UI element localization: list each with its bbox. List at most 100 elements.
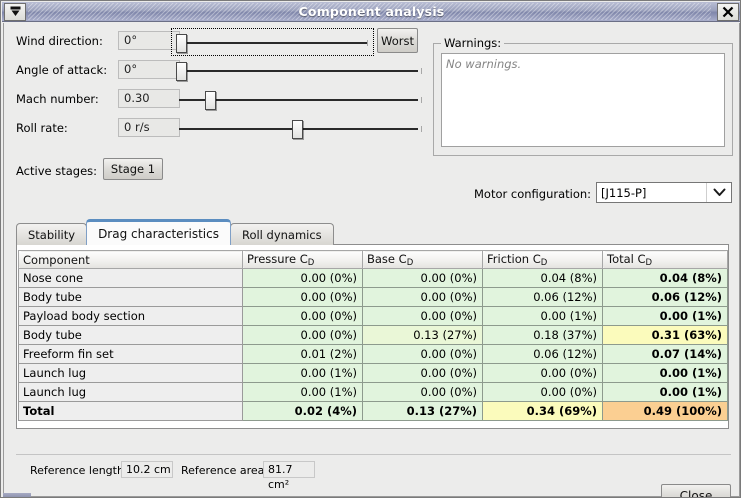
column-header-friction-cd[interactable]: Friction CD xyxy=(482,250,603,269)
cell-pressure-cd: 0.02 (4%) xyxy=(242,401,363,421)
cell-base-cd: 0.00 (0%) xyxy=(362,287,483,307)
angle-of-attack-value: 0° xyxy=(118,60,180,79)
roll-rate-value: 0 r/s xyxy=(118,118,180,137)
cell-base-cd: 0.00 (0%) xyxy=(362,363,483,383)
cell-component-name: Launch lug xyxy=(18,363,243,383)
cell-pressure-cd: 0.00 (0%) xyxy=(242,268,363,288)
column-header-text: Base C xyxy=(367,251,407,266)
column-header-text: Friction C xyxy=(487,251,541,266)
roll-rate-slider[interactable] xyxy=(174,115,422,143)
tab-drag-characteristics[interactable]: Drag characteristics xyxy=(86,219,231,245)
column-header-base-cd[interactable]: Base CD xyxy=(362,250,483,269)
cell-base-cd: 0.00 (0%) xyxy=(362,344,483,364)
close-glyph xyxy=(722,6,734,17)
cell-pressure-cd: 0.00 (0%) xyxy=(242,287,363,307)
resize-corner[interactable] xyxy=(3,493,31,497)
table-row[interactable]: Body tube 0.00 (0%) 0.13 (27%) 0.18 (37%) 0.… xyxy=(18,325,728,345)
table-row[interactable]: Launch lug 0.00 (1%) 0.00 (0%) 0.00 (0%) 0.0… xyxy=(18,363,728,383)
warnings-legend: Warnings: xyxy=(441,36,505,50)
column-header-text: Pressure C xyxy=(247,251,308,266)
stage-1-button[interactable]: Stage 1 xyxy=(103,158,163,180)
cell-total-cd: 0.06 (12%) xyxy=(602,287,728,307)
table-row[interactable]: Freeform fin set 0.01 (2%) 0.00 (0%) 0.06 (… xyxy=(18,344,728,364)
cell-total-cd: 0.00 (1%) xyxy=(602,382,728,402)
slider-track xyxy=(179,99,418,101)
cell-component-name: Body tube xyxy=(18,287,243,307)
table-row[interactable]: Launch lug 0.00 (1%) 0.00 (0%) 0.00 (0%) 0.0… xyxy=(18,382,728,402)
cell-component-name: Total xyxy=(18,401,243,421)
close-icon[interactable] xyxy=(717,2,739,21)
table-row[interactable]: Total 0.02 (4%) 0.13 (27%) 0.34 (69%) 0.49 (… xyxy=(18,401,728,421)
reference-area-label: Reference area: xyxy=(181,464,269,477)
motor-configuration-select[interactable]: [J115-P] xyxy=(596,182,732,203)
cell-component-name: Launch lug xyxy=(18,382,243,402)
tab-roll-dynamics[interactable]: Roll dynamics xyxy=(229,223,334,245)
column-header-sub: D xyxy=(540,257,548,268)
table-header: Component Pressure CD Base CD Friction C… xyxy=(18,250,728,269)
cell-pressure-cd: 0.00 (1%) xyxy=(242,382,363,402)
motor-configuration-value: [J115-P] xyxy=(601,185,647,200)
table-row[interactable]: Body tube 0.00 (0%) 0.00 (0%) 0.06 (12%) 0.0… xyxy=(18,287,728,307)
slider-endcap xyxy=(367,40,368,46)
drag-characteristics-table: Component Pressure CD Base CD Friction C… xyxy=(18,250,728,421)
mach-number-value: 0.30 xyxy=(118,89,180,108)
cell-base-cd: 0.13 (27%) xyxy=(362,325,483,345)
column-header-pressure-cd[interactable]: Pressure CD xyxy=(242,250,363,269)
cell-friction-cd: 0.04 (8%) xyxy=(482,268,603,288)
cell-total-cd: 0.49 (100%) xyxy=(602,401,728,421)
cell-component-name: Body tube xyxy=(18,325,243,345)
window-menu-glyph xyxy=(10,6,20,16)
cell-base-cd: 0.00 (0%) xyxy=(362,306,483,326)
cell-component-name: Nose cone xyxy=(18,268,243,288)
cell-total-cd: 0.00 (1%) xyxy=(602,363,728,383)
reference-length-value: 10.2 cm xyxy=(121,461,173,478)
chevron-down-icon[interactable] xyxy=(706,183,731,202)
warnings-text: No warnings. xyxy=(446,57,522,71)
wind-direction-value: 0° xyxy=(118,31,180,50)
wind-direction-label: Wind direction: xyxy=(16,34,103,48)
slider-track xyxy=(178,42,367,44)
drag-table-container: Component Pressure CD Base CD Friction C… xyxy=(18,250,728,421)
table-row[interactable]: Nose cone 0.00 (0%) 0.00 (0%) 0.04 (8%) 0.04… xyxy=(18,268,728,288)
wind-direction-slider[interactable] xyxy=(171,28,374,56)
title-bar[interactable]: Component analysis xyxy=(2,2,740,22)
cell-friction-cd: 0.00 (0%) xyxy=(482,382,603,402)
cell-pressure-cd: 0.00 (1%) xyxy=(242,363,363,383)
tab-stability[interactable]: Stability xyxy=(16,223,88,245)
cell-friction-cd: 0.00 (1%) xyxy=(482,306,603,326)
table-header-row: Component Pressure CD Base CD Friction C… xyxy=(18,250,728,269)
column-header-component[interactable]: Component xyxy=(18,250,243,269)
slider-endcap xyxy=(421,97,422,103)
slider-endcap xyxy=(421,126,422,132)
window-menu-icon[interactable] xyxy=(4,2,26,21)
slider-knob[interactable] xyxy=(292,120,303,139)
cell-base-cd: 0.00 (0%) xyxy=(362,382,483,402)
window-title: Component analysis xyxy=(298,4,445,19)
cell-total-cd: 0.31 (63%) xyxy=(602,325,728,345)
cell-total-cd: 0.00 (1%) xyxy=(602,306,728,326)
column-header-total-cd[interactable]: Total CD xyxy=(602,250,728,269)
mach-number-slider[interactable] xyxy=(174,86,422,114)
table-row[interactable]: Payload body section 0.00 (0%) 0.00 (0%) 0.… xyxy=(18,306,728,326)
roll-rate-label: Roll rate: xyxy=(16,121,68,135)
close-button[interactable]: Close xyxy=(661,484,731,497)
cell-pressure-cd: 0.00 (0%) xyxy=(242,325,363,345)
cell-friction-cd: 0.06 (12%) xyxy=(482,287,603,307)
cell-pressure-cd: 0.01 (2%) xyxy=(242,344,363,364)
motor-configuration-label: Motor configuration: xyxy=(474,187,592,201)
slider-track xyxy=(179,70,418,72)
warnings-textarea[interactable]: No warnings. xyxy=(441,53,725,147)
column-header-sub: D xyxy=(406,257,414,268)
slider-knob[interactable] xyxy=(176,62,187,81)
slider-knob[interactable] xyxy=(205,91,216,110)
reference-area-value: 81.7 cm² xyxy=(263,461,315,491)
angle-of-attack-slider[interactable] xyxy=(174,57,422,85)
worst-button[interactable]: Worst xyxy=(377,28,418,53)
column-header-sub: D xyxy=(307,257,315,268)
column-header-text: Component xyxy=(23,252,90,267)
cell-component-name: Payload body section xyxy=(18,306,243,326)
tab-strip: Stability Drag characteristics Roll dyna… xyxy=(16,219,334,245)
reference-separator xyxy=(16,454,731,455)
slider-knob[interactable] xyxy=(176,34,187,53)
